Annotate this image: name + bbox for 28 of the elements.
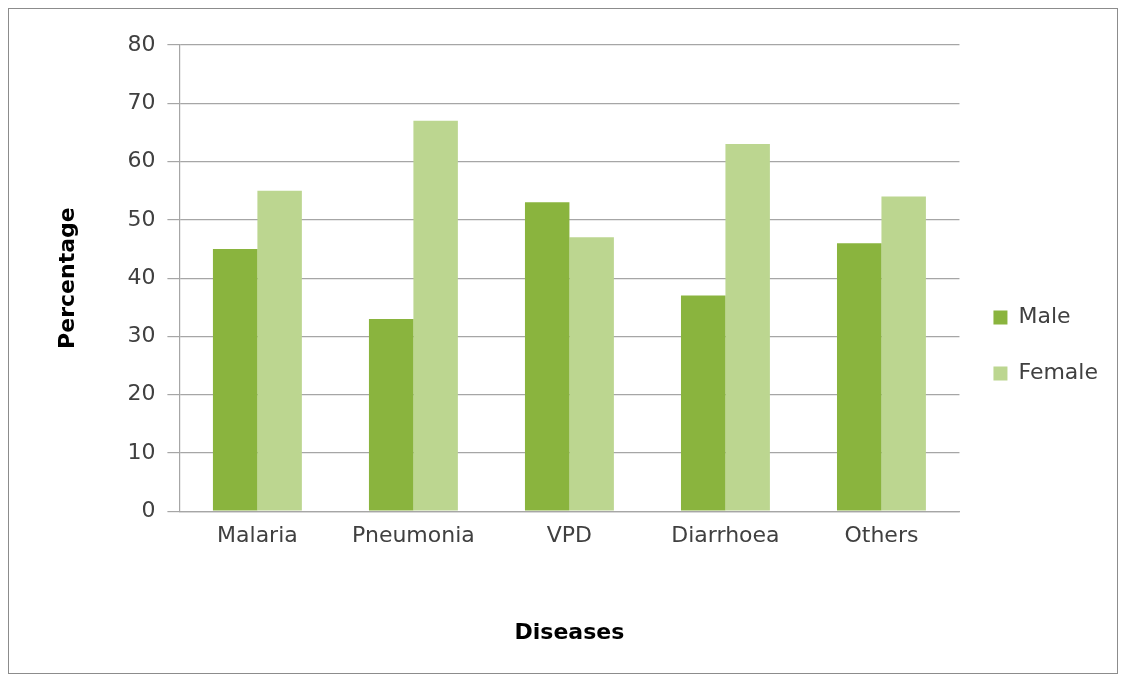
- x-axis-title: Diseases: [514, 618, 625, 644]
- y-tick-label: 80: [127, 30, 156, 56]
- y-tick-label: 30: [127, 322, 156, 348]
- bar: [836, 243, 882, 511]
- bar: [257, 190, 302, 511]
- x-tick-label: Others: [844, 522, 919, 548]
- bar: [725, 144, 770, 511]
- x-tick-label: Malaria: [217, 522, 298, 548]
- bar: [569, 237, 614, 511]
- bar: [680, 295, 726, 511]
- y-tick-label: 10: [127, 438, 156, 464]
- y-tick-label: 60: [127, 147, 156, 173]
- bar: [368, 318, 414, 511]
- y-tick-label: 50: [127, 205, 156, 231]
- y-tick-label: 0: [141, 496, 156, 522]
- bar: [212, 248, 258, 511]
- bar: [524, 202, 570, 511]
- x-tick-label: Diarrhoea: [671, 522, 780, 548]
- y-tick-label: 40: [127, 263, 156, 289]
- bar: [881, 196, 926, 511]
- y-axis-title: Percentage: [53, 207, 79, 349]
- legend-label: Male: [1018, 303, 1071, 329]
- y-tick-label: 70: [127, 88, 156, 114]
- x-tick-label: VPD: [546, 522, 593, 548]
- y-tick-label: 20: [127, 380, 156, 406]
- bar: [413, 120, 458, 511]
- x-tick-label: Pneumonia: [352, 522, 475, 548]
- legend-label: Female: [1018, 359, 1098, 385]
